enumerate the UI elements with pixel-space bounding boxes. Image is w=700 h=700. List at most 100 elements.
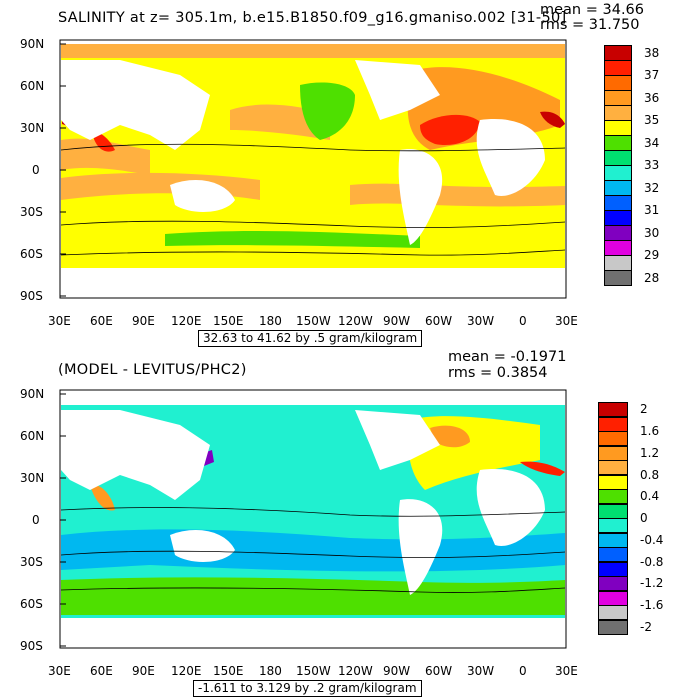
top-lon-label: 180 [259, 314, 282, 328]
bottom-lon-label: 30E [48, 664, 71, 678]
top-rms-label: rms = 31.750 [540, 17, 640, 33]
colorbar-swatch [604, 60, 632, 76]
bottom-lat-label: 60S [20, 597, 43, 611]
colorbar-swatch [604, 45, 632, 61]
bottom-colorbar [598, 402, 628, 635]
top-map [59, 39, 567, 299]
bottom-rms-label: rms = 0.3854 [448, 365, 548, 381]
bottom-atlantic-orange [430, 425, 470, 448]
colorbar-label: 28 [644, 270, 660, 285]
bottom-title: (MODEL - LEVITUS/PHC2) [58, 362, 247, 378]
top-atlantic-red-core [420, 114, 480, 146]
colorbar-label: 0.4 [640, 489, 660, 504]
bottom-mean-label: mean = -0.1971 [448, 349, 567, 365]
colorbar-swatch [598, 460, 628, 475]
top-lon-label: 120E [171, 314, 202, 328]
bottom-lat-label: 90N [20, 387, 45, 401]
bottom-lat-label: 60N [20, 429, 45, 443]
top-lon-label: 120W [338, 314, 373, 328]
bottom-map [59, 389, 567, 649]
bottom-land-asia [61, 410, 210, 500]
bottom-lat-label: 90S [20, 639, 43, 653]
top-arctic-band [61, 44, 565, 58]
colorbar-swatch [598, 416, 628, 432]
colorbar-label: 34 [644, 135, 660, 150]
bottom-colorbar-labels: 2 1.6 1.2 0.8 0.4 0 -0.4 -0.8 -1.2 -1.6 -2 [640, 395, 690, 645]
top-lon-label: 60E [90, 314, 113, 328]
top-contour-line [60, 249, 566, 256]
colorbar-label: 1.6 [640, 424, 660, 438]
colorbar-swatch [598, 402, 628, 417]
bottom-mediterranean [520, 461, 565, 476]
bottom-lon-label: 60E [90, 664, 113, 678]
colorbar-label: 2 [640, 402, 648, 417]
bottom-range-label: -1.611 to 3.129 by .2 gram/kilogram [193, 680, 422, 697]
top-contour-line [60, 220, 566, 228]
top-land-south-america [398, 149, 443, 245]
top-contour-line [60, 143, 566, 152]
colorbar-label: 32 [644, 180, 660, 195]
top-colorbar [604, 45, 632, 286]
top-lon-label: 30W [467, 314, 495, 328]
colorbar-label: 38 [644, 45, 660, 60]
colorbar-label: 35 [644, 113, 660, 127]
bottom-southern-green-band [61, 577, 565, 615]
top-south-atlantic-band [350, 183, 565, 207]
colorbar-label: 29 [644, 248, 660, 262]
top-land-north-america [355, 60, 440, 120]
colorbar-label: 0.8 [640, 467, 660, 482]
top-lon-label: 30E [48, 314, 71, 328]
colorbar-swatch [598, 561, 628, 577]
top-southern-green-band [165, 230, 420, 248]
bottom-land-africa [476, 469, 545, 546]
bottom-contour-line [60, 587, 566, 593]
colorbar-swatch [604, 210, 632, 226]
colorbar-swatch [598, 547, 628, 562]
colorbar-swatch [598, 518, 628, 533]
top-lat-tick-marks [60, 43, 66, 297]
top-land-australia [170, 180, 235, 212]
bottom-land-south-america [398, 499, 443, 595]
bottom-lon-label: 90E [132, 664, 155, 678]
colorbar-label: 31 [644, 203, 660, 217]
colorbar-swatch [604, 180, 632, 196]
top-lat-label: 90N [20, 37, 45, 51]
bottom-land-australia [170, 530, 235, 562]
bottom-lon-label: 120W [338, 664, 373, 678]
colorbar-swatch [598, 532, 628, 548]
top-mediterranean [540, 111, 565, 128]
colorbar-swatch [604, 195, 632, 211]
top-lat-label: 30N [20, 121, 45, 135]
colorbar-label: -1.6 [640, 598, 664, 612]
colorbar-swatch [604, 120, 632, 136]
colorbar-label: 1.2 [640, 445, 660, 460]
colorbar-swatch [598, 474, 628, 490]
colorbar-label: 33 [644, 158, 660, 172]
bottom-lon-label: 60W [425, 664, 453, 678]
top-pacific-green-patch [300, 82, 355, 140]
bottom-lon-label: 0 [519, 664, 527, 678]
colorbar-swatch [598, 431, 628, 446]
bottom-land-north-america [355, 410, 440, 470]
bottom-lat-label: 0 [32, 513, 40, 527]
colorbar-swatch [604, 165, 632, 181]
bottom-red-sea [90, 484, 115, 511]
colorbar-swatch [598, 489, 628, 504]
top-land-africa [476, 119, 545, 196]
top-colorbar-labels: 38 37 36 35 34 33 32 31 30 29 28 [644, 38, 684, 298]
colorbar-label: 0 [640, 511, 648, 525]
colorbar-swatch [598, 605, 628, 620]
colorbar-label: -0.8 [640, 554, 664, 569]
colorbar-swatch [604, 240, 632, 256]
colorbar-swatch [604, 225, 632, 241]
colorbar-swatch [604, 270, 632, 286]
colorbar-swatch [598, 445, 628, 461]
bottom-lat-label: 30N [20, 471, 45, 485]
top-lat-label: 30S [20, 205, 43, 219]
top-land-antarctica [61, 268, 565, 297]
colorbar-label: -2 [640, 619, 652, 634]
top-lat-label: 90S [20, 289, 43, 303]
top-lat-label: 0 [32, 163, 40, 177]
bottom-lon-label: 180 [259, 664, 282, 678]
top-lon-label: 150W [296, 314, 331, 328]
